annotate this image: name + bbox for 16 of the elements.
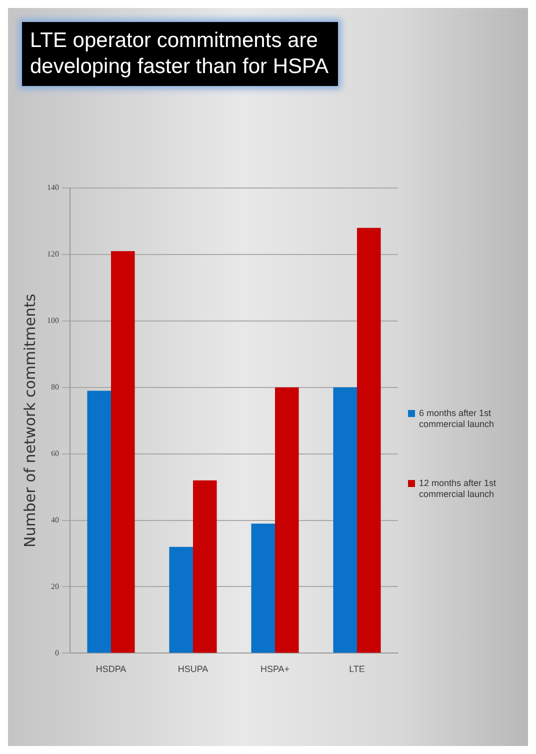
y-tick-label: 80 bbox=[51, 382, 59, 392]
y-tick-label: 100 bbox=[47, 316, 59, 326]
legend-label: 12 months after 1st commercial launch bbox=[419, 478, 498, 500]
y-tick-label: 20 bbox=[51, 582, 59, 591]
y-axis-title: Number of network commitments bbox=[20, 294, 39, 548]
x-tick-label: HSPA+ bbox=[260, 664, 290, 674]
x-tick-label: HSUPA bbox=[178, 664, 208, 674]
y-tick-label: 60 bbox=[51, 448, 59, 458]
x-tick-label: HSDPA bbox=[96, 664, 126, 674]
chart-title: LTE operator commitments are developing faster than for HSPA bbox=[22, 22, 338, 86]
y-tick-label: 40 bbox=[51, 515, 59, 524]
y-tick-label: 140 bbox=[47, 183, 59, 192]
y-tick-label: 0 bbox=[55, 648, 59, 658]
y-tick-label: 120 bbox=[47, 250, 59, 259]
x-tick-label: LTE bbox=[349, 664, 365, 674]
legend-label: 6 months after 1st commercial launch bbox=[419, 408, 496, 430]
